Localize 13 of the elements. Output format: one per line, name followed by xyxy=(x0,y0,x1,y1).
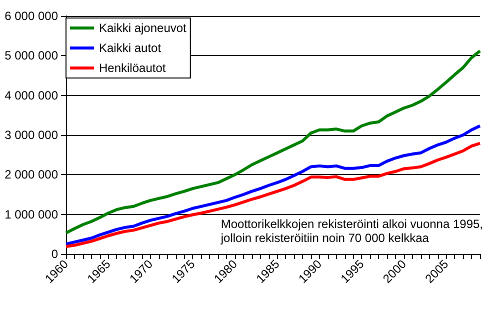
y-tick-label: 4 000 000 xyxy=(4,88,58,102)
y-tick-label: 3 000 000 xyxy=(4,128,58,142)
y-tick-label: 1 000 000 xyxy=(4,207,58,222)
y-tick-label: 0 xyxy=(51,247,58,261)
y-tick-label: 5 000 000 xyxy=(4,48,58,63)
legend-label: Henkilöautot xyxy=(99,61,166,75)
y-tick-label: 6 000 000 xyxy=(4,9,58,23)
y-tick-label: 2 000 000 xyxy=(4,168,58,182)
line-series xyxy=(64,124,482,246)
annotation: Moottorikelkkojen rekisteröinti alkoi vuonna 1995, jolloin rekisteröitiin noin 70 000 kelkkaa xyxy=(220,217,484,245)
legend-label: Kaikki ajoneuvot xyxy=(99,21,188,35)
line-series xyxy=(64,142,482,248)
legend-label: Kaikki autot xyxy=(99,41,162,55)
